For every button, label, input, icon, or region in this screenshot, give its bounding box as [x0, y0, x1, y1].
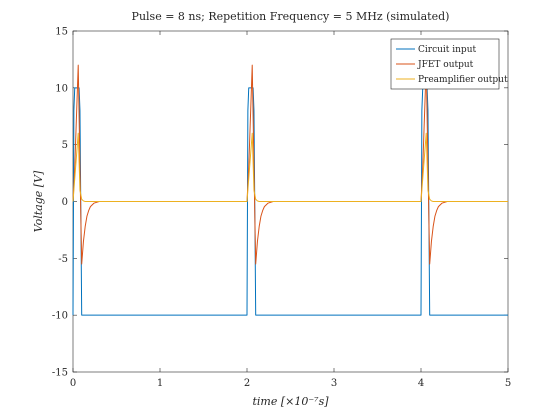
- legend-label-jfet-output: JFET output: [417, 60, 474, 70]
- y-tick-label: 15: [55, 27, 68, 38]
- series-line-preamplifier-output: [72, 132, 508, 202]
- legend-label-circuit-input: Circuit input: [418, 45, 476, 55]
- legend: Circuit input JFET output Preamplifier o…: [390, 38, 508, 90]
- y-tick-label: 10: [55, 83, 68, 94]
- y-axis-label: Voltage [V]: [32, 170, 45, 232]
- legend-label-preamplifier-output: Preamplifier output: [418, 75, 508, 85]
- x-tick-label: 2: [244, 378, 250, 389]
- y-axis: -15 -10 -5 0 5 10 15: [52, 27, 508, 379]
- x-axis-label: time [×10⁻⁷s]: [252, 395, 329, 408]
- x-tick-label: 4: [418, 378, 424, 389]
- y-tick-label: -5: [58, 254, 68, 265]
- x-tick-label: 3: [331, 378, 337, 389]
- x-tick-label: 5: [505, 378, 511, 389]
- chart-title: Pulse = 8 ns; Repetition Frequency = 5 M…: [132, 10, 450, 23]
- y-tick-label: -15: [52, 368, 68, 379]
- x-tick-label: 1: [157, 378, 163, 389]
- y-tick-label: 0: [62, 197, 68, 208]
- y-tick-label: 5: [62, 140, 68, 151]
- series-line-jfet-output: [72, 64, 508, 265]
- y-tick-label: -10: [52, 311, 68, 322]
- x-axis: 0 1 2 3 4 5: [70, 31, 511, 389]
- x-tick-label: 0: [70, 378, 76, 389]
